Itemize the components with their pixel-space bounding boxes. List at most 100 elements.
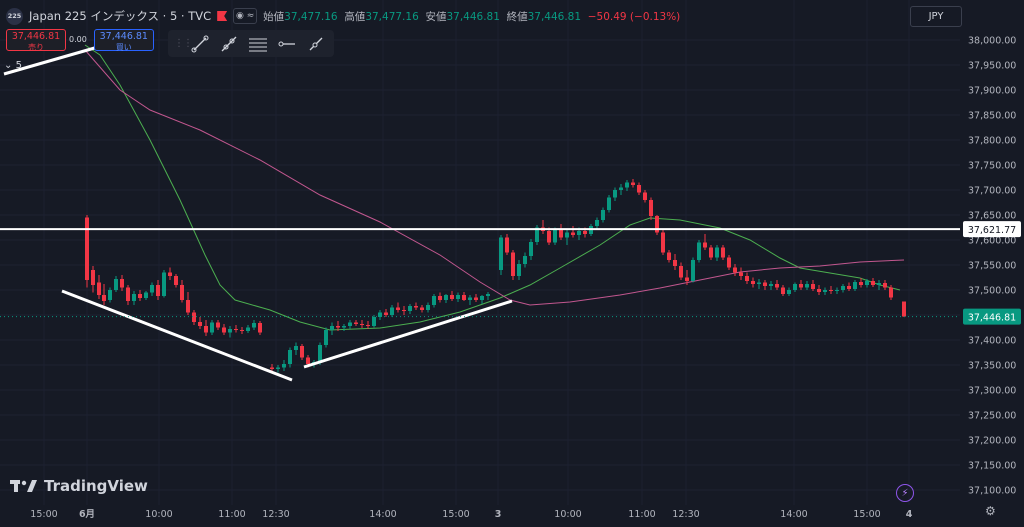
candle bbox=[228, 326, 232, 338]
candle-body bbox=[216, 322, 220, 328]
candle-body bbox=[685, 277, 689, 281]
price-axis-bg bbox=[962, 0, 1024, 527]
candle bbox=[300, 344, 304, 360]
candle bbox=[565, 230, 569, 245]
grid-lines bbox=[0, 0, 960, 505]
candle-body bbox=[565, 232, 569, 238]
high-value: 37,477.16 bbox=[365, 10, 419, 23]
candle bbox=[781, 285, 785, 296]
candle bbox=[685, 270, 689, 285]
candle-body bbox=[108, 290, 112, 300]
candle bbox=[246, 325, 250, 333]
y-tick-label: 37,700.00 bbox=[968, 186, 1016, 197]
candle-body bbox=[902, 301, 906, 317]
x-tick-label: 6月 bbox=[79, 509, 95, 520]
candle bbox=[607, 195, 611, 213]
candle-body bbox=[559, 230, 563, 238]
candle-body bbox=[679, 266, 683, 278]
candle-body bbox=[859, 282, 863, 285]
candle-body bbox=[781, 287, 785, 294]
y-tick-label: 37,750.00 bbox=[968, 161, 1016, 172]
horizontal-line-tag: 37,621.77 bbox=[963, 221, 1021, 238]
trend-line-tool-icon[interactable] bbox=[187, 33, 213, 55]
horizontal-line-drawing[interactable] bbox=[0, 228, 960, 318]
candle-body bbox=[91, 270, 95, 285]
candle-body bbox=[529, 242, 533, 256]
symbol-title[interactable]: Japan 225 インデックス · 5 · TVC bbox=[29, 9, 212, 23]
candle bbox=[541, 220, 545, 234]
candle bbox=[216, 320, 220, 330]
candle-body bbox=[156, 285, 160, 296]
candle bbox=[372, 315, 376, 328]
candle-body bbox=[517, 264, 521, 276]
y-tick-label: 37,100.00 bbox=[968, 486, 1016, 497]
candle-body bbox=[258, 323, 262, 333]
candle-body bbox=[511, 252, 515, 276]
candle-body bbox=[240, 330, 244, 331]
y-tick-label: 37,150.00 bbox=[968, 461, 1016, 472]
symbol-logo-icon: 225 bbox=[6, 7, 23, 25]
candle-body bbox=[222, 327, 226, 333]
candle bbox=[144, 291, 148, 300]
symbol-legend: 225 Japan 225 インデックス · 5 · TVC ◉ ≈ 始値37,… bbox=[6, 6, 680, 26]
candle-body bbox=[486, 294, 490, 296]
gear-icon[interactable]: ⚙ bbox=[985, 504, 996, 518]
eye-toggle-icon[interactable]: ◉ ≈ bbox=[233, 8, 258, 24]
candle-body bbox=[763, 282, 767, 286]
brand-name: TradingView bbox=[44, 477, 148, 495]
candle-body bbox=[787, 290, 791, 294]
candle-body bbox=[793, 284, 797, 290]
y-tick-label: 37,200.00 bbox=[968, 436, 1016, 447]
flag-icon[interactable] bbox=[217, 11, 228, 21]
open-value: 37,477.16 bbox=[284, 10, 338, 23]
candle-body bbox=[318, 345, 322, 362]
time-axis[interactable]: 15:00 6月 10:00 11:00 12:30 14:00 15:00 3 10:00 11… bbox=[30, 509, 912, 520]
y-tick-label: 38,000.00 bbox=[968, 36, 1016, 47]
horizontal-ray-tool-icon[interactable] bbox=[274, 33, 300, 55]
y-tick-label: 37,800.00 bbox=[968, 136, 1016, 147]
candle bbox=[715, 245, 719, 261]
candle bbox=[829, 286, 833, 294]
candle bbox=[114, 276, 118, 292]
candle bbox=[703, 234, 707, 250]
candle bbox=[619, 184, 623, 195]
interval-toggle[interactable]: ⌄ 5 bbox=[4, 60, 22, 71]
buy-button[interactable]: 37,446.81 買い bbox=[93, 29, 154, 52]
candle bbox=[787, 287, 791, 296]
line-tool-icon[interactable] bbox=[303, 33, 329, 55]
candle-body bbox=[324, 330, 328, 345]
sell-button[interactable]: 37,446.81 売り bbox=[6, 29, 66, 52]
trend-line-drawings[interactable] bbox=[3, 45, 513, 382]
candle bbox=[649, 197, 653, 220]
candle bbox=[763, 280, 767, 290]
tag-text: 37,446.81 bbox=[968, 313, 1016, 324]
price-axis[interactable]: 38,000.00 37,950.00 37,900.00 37,850.00 37,8… bbox=[962, 0, 1024, 527]
candle-body bbox=[348, 322, 352, 326]
candle-body bbox=[456, 295, 460, 299]
fib-tool-icon[interactable] bbox=[245, 33, 271, 55]
candle-body bbox=[342, 326, 346, 328]
drag-handle-icon[interactable]: ⋮⋮ bbox=[174, 38, 193, 49]
candle-body bbox=[354, 322, 358, 324]
tradingview-logo[interactable]: TradingView bbox=[10, 477, 148, 495]
y-tick-label: 37,350.00 bbox=[968, 361, 1016, 372]
candle-body bbox=[691, 260, 695, 281]
x-tick-label: 10:00 bbox=[145, 509, 172, 520]
candle-body bbox=[186, 300, 190, 313]
lightning-icon[interactable]: ⚡ bbox=[896, 484, 914, 502]
candle-body bbox=[625, 182, 629, 188]
candle bbox=[571, 226, 575, 238]
candle-body bbox=[474, 297, 478, 300]
candle-body bbox=[288, 350, 292, 364]
candle-body bbox=[523, 256, 527, 264]
candle-body bbox=[426, 305, 430, 310]
y-tick-label: 37,900.00 bbox=[968, 86, 1016, 97]
candle bbox=[282, 360, 286, 371]
y-tick-label: 37,650.00 bbox=[968, 211, 1016, 222]
currency-selector[interactable]: JPY bbox=[910, 6, 962, 27]
candle bbox=[432, 294, 436, 308]
candle-body bbox=[889, 287, 893, 298]
ray-tool-icon[interactable] bbox=[216, 33, 242, 55]
candle-body bbox=[372, 317, 376, 326]
